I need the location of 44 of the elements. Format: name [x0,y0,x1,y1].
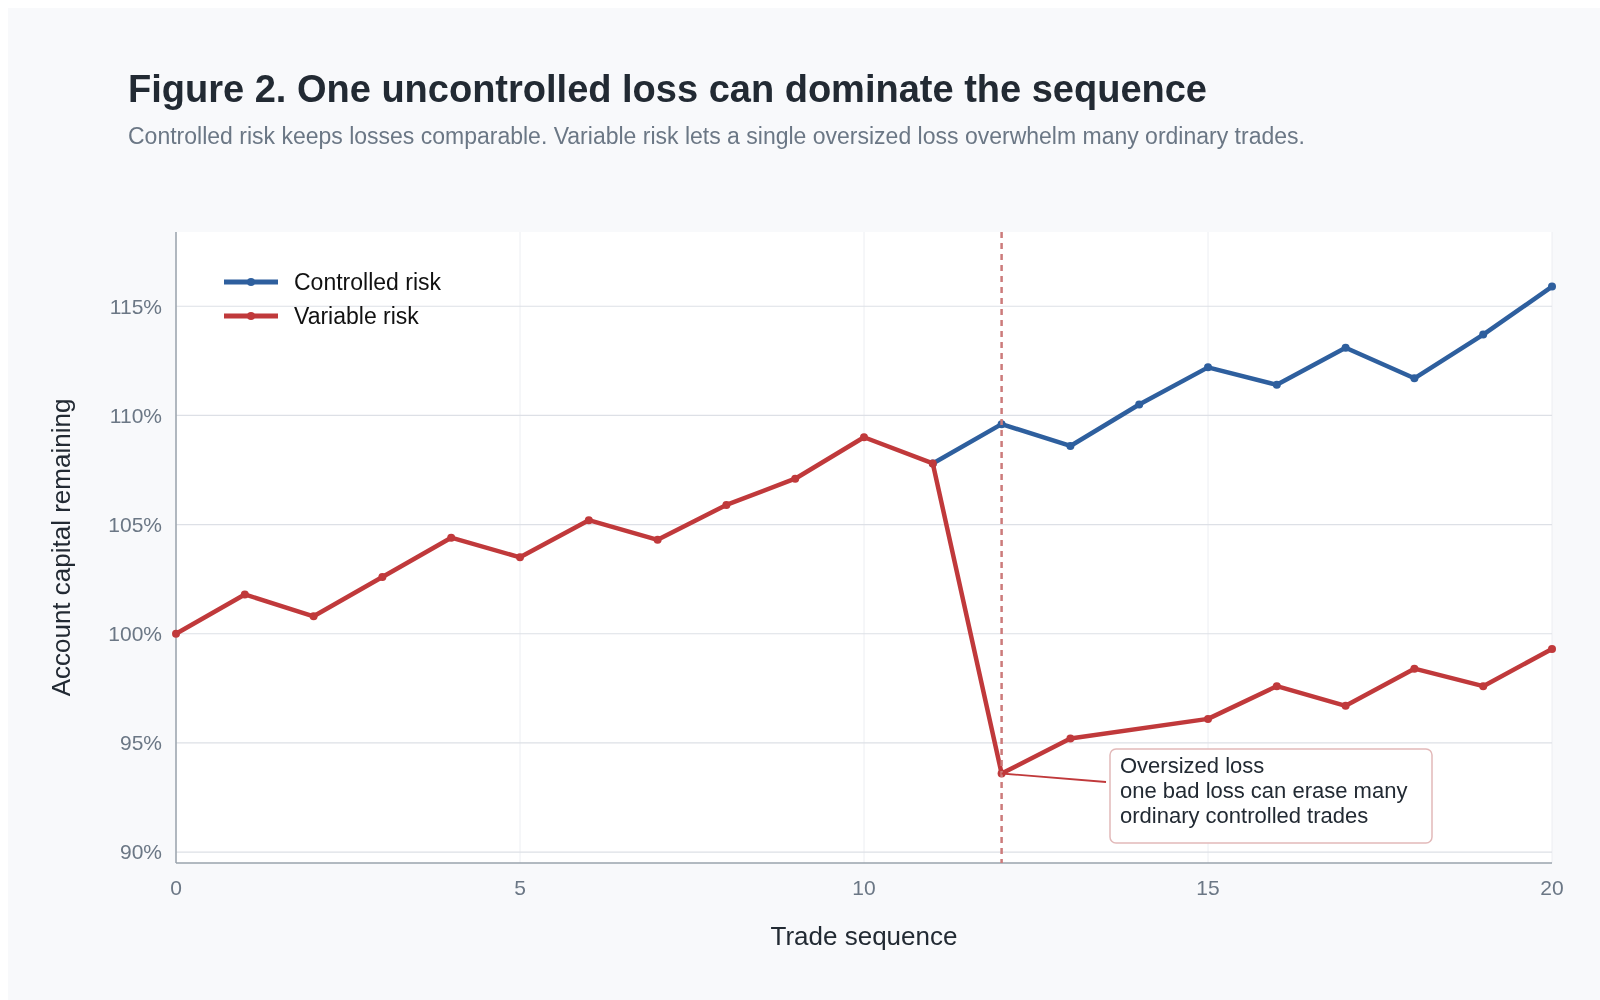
y-tick-label: 105% [108,512,162,536]
point [1548,282,1556,291]
annotation: Oversized loss one bad loss can erase many ordinary controlled trades [1120,753,1408,828]
chart-title: Figure 2. One uncontrolled loss can dominate the sequence [128,68,1207,110]
point [1066,441,1075,450]
x-tick-label: 5 [514,876,526,899]
y-tick-label: 95% [119,731,162,755]
point [860,433,868,442]
point [722,500,731,509]
y-tick-label: 115% [109,294,162,318]
x-tick-label: 10 [852,876,876,899]
point [378,572,387,581]
point [309,612,318,621]
y-axis-title: Account capital remaining [46,398,76,697]
point [791,474,800,483]
point [1410,374,1419,383]
legend-label: Variable risk [294,303,420,330]
y-tick-label: 110% [109,403,162,427]
x-tick-label: 20 [1540,876,1564,899]
point [1410,664,1419,673]
chart-subtitle: Controlled risk keeps losses comparable. Variable risk lets a single oversized loss overwhelm many ordinary trades. [128,123,1305,149]
x-tick-label: 15 [1196,876,1220,899]
point [1341,343,1350,352]
point [1341,701,1350,710]
point [1204,714,1212,723]
point [653,535,662,544]
point [1479,682,1488,691]
point [1272,682,1281,691]
y-tick-label: 100% [108,622,162,646]
point [584,516,593,525]
x-tick-label: 0 [170,876,182,899]
point [516,553,524,562]
point [1204,363,1212,372]
point [1272,380,1281,389]
y-tick-label: 90% [119,840,162,864]
legend-label: Controlled risk [294,269,442,296]
point [172,629,180,638]
x-axis-title: Trade sequence [770,921,958,951]
point [1548,645,1556,654]
point [1066,734,1075,743]
point [1135,400,1144,409]
point [1479,330,1488,339]
point [447,533,456,542]
point [240,590,249,599]
